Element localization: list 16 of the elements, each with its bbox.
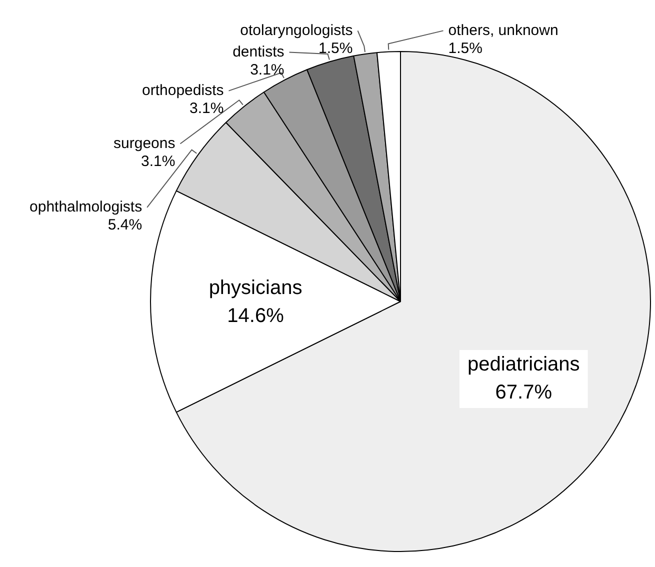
slice-label: dentists xyxy=(232,43,284,60)
data-label: 3.1% xyxy=(190,100,224,117)
slice-label: pediatricians xyxy=(468,354,580,376)
data-label: 1.5% xyxy=(318,40,353,57)
data-label: 1.5% xyxy=(448,40,482,57)
data-label: 3.1% xyxy=(250,61,284,78)
data-label: 3.1% xyxy=(141,152,176,170)
slice-label: physicians xyxy=(208,277,302,300)
slice-label: otolaryngologists xyxy=(240,22,353,39)
data-label: 5.4% xyxy=(108,216,142,234)
data-label: 67.7% xyxy=(495,382,552,404)
slice-label: ophthalmologists xyxy=(30,198,142,216)
slice-label: surgeons xyxy=(114,134,176,152)
data-label: 14.6% xyxy=(227,305,284,328)
slice-label: orthopedists xyxy=(142,82,224,99)
slice-label: others, unknown xyxy=(448,22,558,39)
